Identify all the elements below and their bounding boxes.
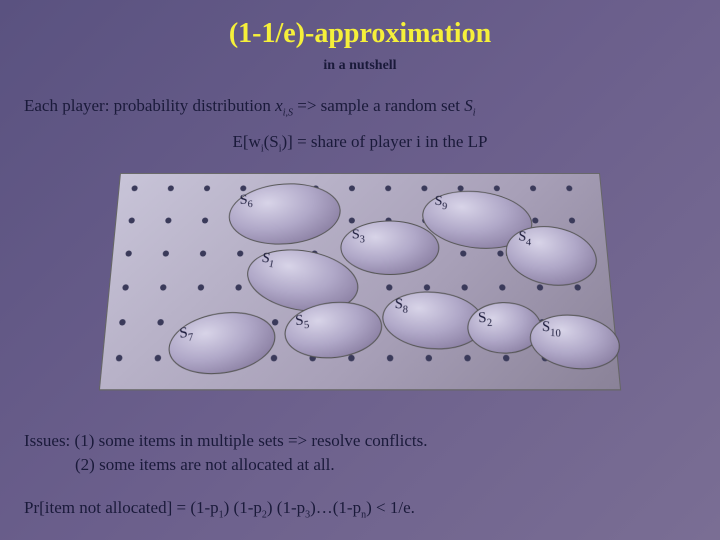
grid-dot: [461, 284, 468, 290]
set-label-S1: S1: [260, 250, 277, 270]
set-ellipse-S7: S7: [167, 305, 279, 380]
grid-dot: [574, 284, 581, 290]
grid-dot: [494, 185, 500, 191]
set-label-S8: S8: [394, 296, 408, 316]
line1-set: S: [464, 96, 473, 115]
grid-dot: [387, 355, 394, 362]
line1-var-sub: i,S: [283, 107, 293, 118]
issues-label: Issues:: [24, 431, 70, 450]
probability-line: Pr[item not allocated] = (1-p1) (1-p2) (…: [24, 498, 415, 520]
grid-dot: [235, 284, 242, 290]
page-subtitle: in a nutshell: [0, 58, 720, 74]
pr-pre: Pr[item not allocated] = (1-p: [24, 498, 219, 517]
grid-dot: [165, 217, 172, 223]
text-line-1: Each player: probability distribution xi…: [24, 96, 720, 118]
grid-dot: [157, 319, 164, 325]
grid-dot: [119, 319, 126, 325]
line1-pre: Each player: probability distribution: [24, 96, 275, 115]
line2-pre: E[w: [233, 132, 261, 151]
grid-dot: [128, 217, 135, 223]
grid-dot: [532, 217, 539, 223]
issues-2: (2) some items are not allocated at all.: [75, 455, 335, 474]
set-label-S10: S10: [542, 319, 562, 340]
page-title: (1-1/e)-approximation: [0, 0, 720, 50]
line1-var: x: [275, 96, 283, 115]
grid-dot: [168, 185, 174, 191]
grid-dot: [349, 185, 355, 191]
grid-dot: [237, 250, 243, 256]
set-label-S3: S3: [352, 227, 365, 245]
grid-dot: [537, 284, 544, 290]
grid-dot: [125, 250, 132, 256]
grid-dot: [160, 284, 167, 290]
diagram-board: S6 S9 S3 S4 S1 S5 S8 S2 S7 S10: [99, 173, 621, 390]
grid-dot: [386, 284, 392, 290]
grid-dot: [460, 250, 466, 256]
grid-dot: [503, 355, 510, 362]
grid-dot: [272, 319, 279, 325]
pr-post: )…(1-p: [310, 498, 361, 517]
set-ellipse-S4: S4: [503, 220, 598, 291]
grid-dot: [569, 217, 576, 223]
grid-dot: [348, 355, 354, 362]
line1-post: => sample a random set: [293, 96, 464, 115]
diagram-container: S6 S9 S3 S4 S1 S5 S8 S2 S7 S10: [120, 173, 600, 383]
grid-dot: [385, 185, 391, 191]
grid-dot: [424, 284, 430, 290]
grid-dot: [464, 355, 471, 362]
grid-dot: [116, 355, 123, 362]
set-ellipse-S10: S10: [529, 310, 620, 374]
set-label-S4: S4: [517, 229, 532, 248]
line2-mid: (S: [264, 132, 279, 151]
pr-m2: ) (1-p: [267, 498, 305, 517]
pr-end: ) < 1/e.: [366, 498, 415, 517]
grid-dot: [122, 284, 129, 290]
grid-dot: [163, 250, 170, 256]
grid-dot: [198, 284, 205, 290]
grid-dot: [202, 217, 208, 223]
grid-dot: [530, 185, 536, 191]
grid-dot: [421, 185, 427, 191]
set-ellipse-S3: S3: [340, 220, 440, 275]
issues-block: Issues: (1) some items in multiple sets …: [24, 429, 428, 478]
issues-1: (1) some items in multiple sets => resol…: [75, 431, 428, 450]
set-label-S7: S7: [179, 324, 194, 345]
text-line-2: E[wi(Si)] = share of player i in the LP: [0, 132, 720, 154]
grid-dot: [566, 185, 573, 191]
grid-dot: [240, 185, 246, 191]
set-label-S2: S2: [478, 310, 493, 329]
set-label-S9: S9: [434, 194, 448, 213]
line2-post: )] = share of player i in the LP: [282, 132, 488, 151]
grid-dot: [154, 355, 161, 362]
line1-set-sub: i: [473, 107, 476, 118]
grid-dot: [131, 185, 138, 191]
grid-dot: [204, 185, 210, 191]
grid-dot: [349, 217, 355, 223]
set-label-S6: S6: [239, 192, 252, 210]
grid-dot: [200, 250, 207, 256]
set-label-S5: S5: [295, 312, 310, 332]
grid-dot: [499, 284, 506, 290]
pr-m1: ) (1-p: [224, 498, 262, 517]
grid-dot: [497, 250, 504, 256]
grid-dot: [271, 355, 278, 362]
grid-dot: [426, 355, 433, 362]
